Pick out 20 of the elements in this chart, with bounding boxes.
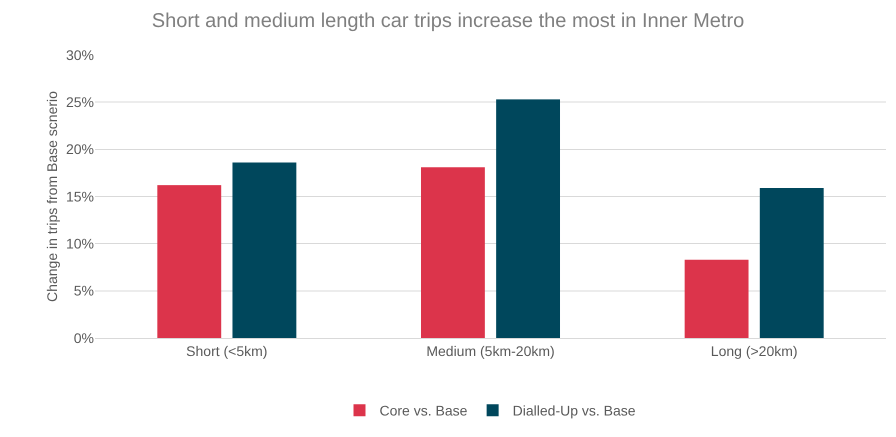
y-tick-label: 10% <box>66 236 94 252</box>
y-axis-title: Change in trips from Base scnerio <box>44 90 60 302</box>
y-tick-label: 25% <box>66 94 94 110</box>
legend-label: Dialled-Up vs. Base <box>512 402 636 419</box>
x-tick-label: Long (>20km) <box>710 342 798 359</box>
legend-label: Core vs. Base <box>380 402 468 419</box>
bar <box>420 167 485 338</box>
y-tick-label: 0% <box>74 330 94 346</box>
y-tick-label: 20% <box>66 141 94 158</box>
x-tick-label: Short (<5km) <box>186 342 268 359</box>
y-tick-label: 30% <box>66 46 94 63</box>
bar <box>157 185 222 338</box>
bar <box>684 260 749 338</box>
bar <box>496 99 560 338</box>
y-tick-label: 5% <box>74 282 94 299</box>
bar <box>232 162 296 338</box>
chart-title: Short and medium length car trips increase the most in Inner Metro <box>152 10 744 32</box>
x-tick-label: Medium (5km-20km) <box>426 342 555 359</box>
bar <box>760 188 824 338</box>
y-tick-label: 15% <box>66 188 94 204</box>
